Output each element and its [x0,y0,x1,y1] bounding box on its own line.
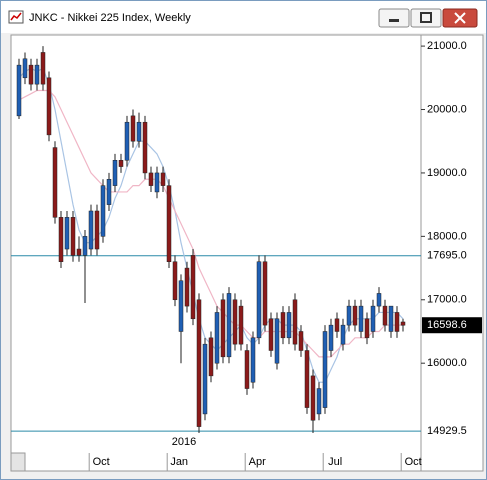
year-label: 2016 [172,436,196,448]
candle-body [118,160,124,167]
candle-body [310,375,316,421]
candle-body [58,217,64,262]
candle-body [346,305,352,326]
last-price-label: 16598.6 [427,319,467,331]
candle-body [190,255,196,320]
candle-body [70,217,76,256]
candle-body [358,305,364,332]
candle-body [130,115,136,142]
candle-body [292,299,298,345]
candle-body [232,299,238,345]
candle-body [394,312,400,332]
candle-body [382,305,388,326]
candle-body [268,318,274,351]
candle-body [76,248,82,256]
candle-body [328,324,334,351]
candle-body [82,236,88,256]
candle-body [244,350,250,389]
candle-body [178,280,184,332]
candle-body [100,185,106,237]
candle-body [388,305,394,332]
x-tick-label: Oct [405,456,422,468]
candle-body [16,64,22,117]
candle-body [196,299,202,427]
candle-body [376,293,382,307]
candle-body [34,64,40,85]
candle-body [208,337,214,377]
candle-body [22,58,28,79]
moving-average [18,89,403,358]
y-tick-label: 20000.0 [427,103,467,115]
candle-body [286,312,292,339]
candle-body [364,318,370,339]
scroll-thumb[interactable] [10,452,26,472]
candle-body [142,121,148,174]
close-button[interactable] [442,8,478,28]
candle-body [220,299,226,358]
candle-body [262,261,268,326]
x-tick-label: Oct [93,456,110,468]
y-tick-label: 18000.0 [427,230,467,242]
candle-body [370,305,376,332]
candle-body [64,217,70,250]
y-tick-label: 19000.0 [427,167,467,179]
candle-body [400,321,406,326]
horizontal-line-label: 14929.5 [427,425,467,437]
candle-body [46,77,52,136]
candle-body [160,172,166,186]
x-tick-label: Jul [328,456,342,468]
candle-body [166,185,172,262]
candle-body [304,350,310,408]
candle-body [250,337,256,383]
candle-body [274,318,280,364]
candle-body [352,305,358,326]
window-title: JNKC - Nikkei 225 Index, Weekly [29,12,191,24]
candle-body [202,343,208,415]
y-tick-label: 21000.0 [427,40,467,52]
horizontal-line-label: 17695.0 [427,250,467,262]
minimize-button[interactable] [378,8,410,28]
candle-body [124,121,130,161]
candle-body [40,52,46,85]
candle-body [154,172,160,193]
candle-body [256,261,262,339]
price-axis [420,34,484,472]
candle-body [226,293,232,358]
candle-body [136,121,142,142]
candle-body [340,324,346,345]
y-tick-label: 16000.0 [427,357,467,369]
candle-body [52,147,58,218]
candle-body [112,160,118,186]
x-tick-label: Jan [170,456,188,468]
candle-body [322,331,328,408]
window-icon [8,10,24,24]
y-tick-label: 17000.0 [427,294,467,306]
candle-body [334,318,340,332]
candle-body [94,210,100,250]
candle-body [148,172,154,186]
candle-body [214,312,220,364]
x-tick-label: Apr [249,456,266,468]
candle-body [298,331,304,351]
candle-body [106,179,112,205]
candle-body [28,64,34,85]
last-price-box [422,317,482,334]
candle-body [316,388,322,415]
candle-body [280,312,286,339]
maximize-button[interactable] [410,8,442,28]
candle-body [172,261,178,301]
candle-body [238,305,244,345]
candle-body [88,210,94,250]
candle-body [184,267,190,307]
